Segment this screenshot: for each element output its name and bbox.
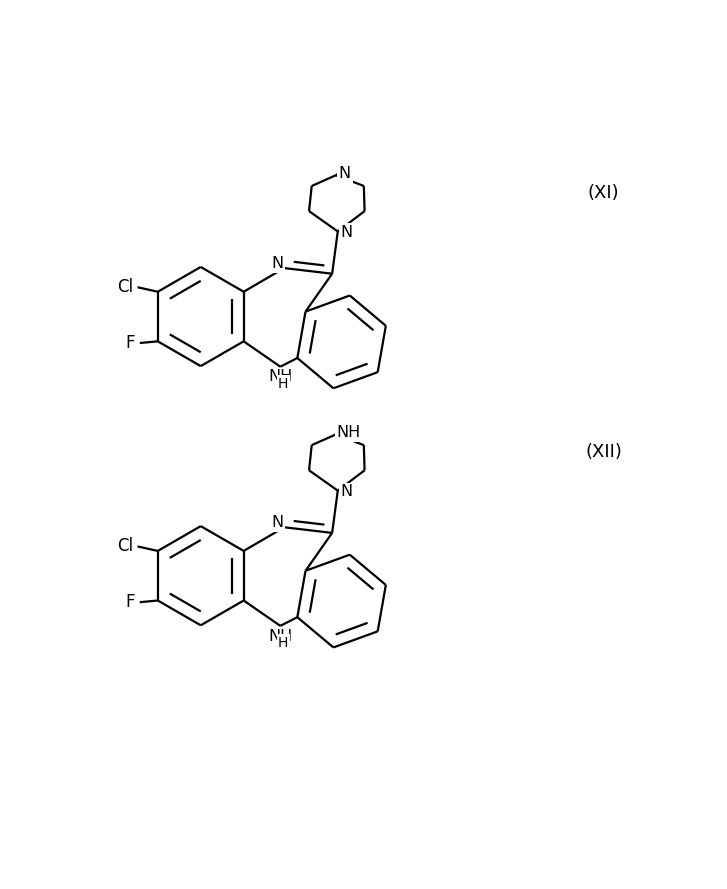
Text: NH: NH: [268, 369, 292, 384]
Text: F: F: [126, 593, 135, 612]
Text: Cl: Cl: [117, 538, 133, 556]
Text: NH: NH: [268, 629, 292, 644]
Text: N: N: [339, 166, 351, 181]
Text: N: N: [271, 516, 284, 530]
Text: Cl: Cl: [117, 278, 133, 296]
Text: (XII): (XII): [585, 443, 622, 461]
Text: H: H: [278, 377, 289, 390]
Text: (XI): (XI): [587, 184, 619, 202]
Text: H: H: [278, 636, 289, 650]
Text: N: N: [341, 225, 353, 240]
Text: NH: NH: [336, 425, 361, 440]
Text: N: N: [271, 256, 284, 271]
Text: N: N: [341, 485, 353, 500]
Text: F: F: [126, 334, 135, 352]
